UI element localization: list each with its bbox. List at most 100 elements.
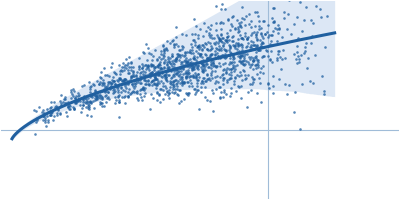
Point bbox=[222, 7, 228, 10]
Point bbox=[205, 25, 211, 29]
Point bbox=[102, 88, 108, 91]
Point bbox=[140, 72, 146, 76]
Point bbox=[220, 83, 226, 86]
Point bbox=[129, 75, 135, 78]
Point bbox=[192, 64, 198, 67]
Point bbox=[297, 0, 304, 3]
Point bbox=[115, 79, 121, 82]
Point bbox=[136, 57, 143, 60]
Point bbox=[237, 24, 243, 27]
Point bbox=[232, 27, 239, 30]
Point bbox=[243, 45, 249, 49]
Point bbox=[143, 82, 149, 85]
Point bbox=[151, 79, 158, 82]
Point bbox=[97, 75, 103, 78]
Point bbox=[229, 39, 235, 42]
Point bbox=[212, 47, 219, 50]
Point bbox=[215, 36, 222, 39]
Point bbox=[156, 56, 162, 59]
Point bbox=[117, 68, 124, 72]
Point bbox=[242, 53, 248, 56]
Point bbox=[252, 45, 259, 49]
Point bbox=[169, 91, 176, 94]
Point bbox=[173, 56, 180, 59]
Point bbox=[123, 82, 129, 85]
Point bbox=[188, 84, 195, 87]
Point bbox=[183, 74, 190, 77]
Point bbox=[45, 120, 52, 124]
Point bbox=[110, 92, 116, 95]
Point bbox=[173, 57, 179, 60]
Point bbox=[258, 56, 265, 59]
Point bbox=[216, 76, 223, 79]
Point bbox=[48, 110, 54, 114]
Point bbox=[212, 75, 218, 78]
Point bbox=[156, 93, 162, 96]
Point bbox=[138, 95, 144, 98]
Point bbox=[139, 62, 146, 65]
Point bbox=[140, 88, 147, 91]
Point bbox=[249, 62, 255, 66]
Point bbox=[101, 67, 108, 70]
Point bbox=[98, 102, 105, 105]
Point bbox=[301, 51, 307, 54]
Point bbox=[137, 72, 143, 75]
Point bbox=[275, 77, 282, 80]
Point bbox=[195, 72, 202, 75]
Point bbox=[254, 91, 260, 94]
Point bbox=[255, 48, 261, 52]
Point bbox=[239, 16, 246, 20]
Point bbox=[181, 81, 188, 84]
Point bbox=[106, 87, 113, 90]
Point bbox=[183, 77, 190, 80]
Point bbox=[312, 53, 318, 57]
Point bbox=[39, 114, 46, 118]
Point bbox=[75, 100, 82, 103]
Point bbox=[199, 47, 205, 51]
Point bbox=[291, 22, 297, 25]
Point bbox=[264, 49, 271, 53]
Point bbox=[270, 6, 276, 10]
Point bbox=[134, 90, 140, 93]
Point bbox=[231, 79, 238, 82]
Point bbox=[96, 83, 102, 86]
Point bbox=[160, 57, 166, 60]
Point bbox=[223, 38, 229, 41]
Point bbox=[161, 55, 167, 58]
Point bbox=[186, 74, 193, 77]
Point bbox=[120, 77, 127, 81]
Point bbox=[127, 76, 134, 79]
Point bbox=[236, 51, 243, 55]
Point bbox=[190, 74, 196, 77]
Point bbox=[226, 77, 233, 80]
Point bbox=[235, 28, 242, 31]
Point bbox=[159, 76, 165, 79]
Point bbox=[94, 79, 100, 82]
Point bbox=[47, 110, 54, 114]
Point bbox=[228, 67, 234, 70]
Point bbox=[170, 44, 177, 47]
Point bbox=[302, 50, 308, 53]
Point bbox=[114, 90, 121, 93]
Point bbox=[92, 90, 99, 94]
Point bbox=[232, 64, 238, 67]
Point bbox=[146, 52, 152, 55]
Point bbox=[267, 58, 273, 61]
Point bbox=[118, 90, 124, 94]
Point bbox=[274, 56, 280, 60]
Point bbox=[218, 48, 224, 51]
Point bbox=[207, 35, 214, 38]
Point bbox=[253, 36, 259, 39]
Point bbox=[112, 89, 118, 92]
Point bbox=[89, 94, 96, 97]
Point bbox=[160, 85, 166, 88]
Point bbox=[172, 42, 179, 45]
Point bbox=[61, 98, 68, 101]
Point bbox=[90, 83, 97, 86]
Point bbox=[187, 62, 193, 65]
Point bbox=[238, 43, 245, 46]
Point bbox=[196, 108, 202, 111]
Point bbox=[254, 11, 260, 14]
Point bbox=[226, 60, 233, 63]
Point bbox=[198, 66, 204, 69]
